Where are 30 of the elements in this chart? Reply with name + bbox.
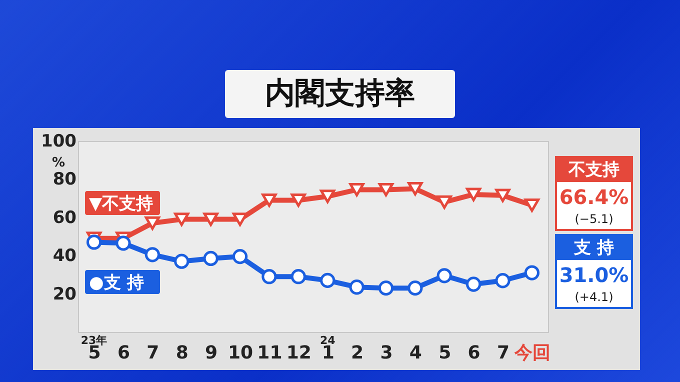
x-tick-label: 6 — [468, 342, 480, 364]
x-tick-label: 11 — [257, 342, 282, 364]
text: 支 持 — [573, 238, 614, 258]
x-tick-label: 4 — [409, 342, 422, 364]
x-tick-label: 2 — [351, 342, 364, 364]
text: 不支持 — [568, 160, 620, 180]
y-tick-label: 60 — [52, 208, 77, 228]
text: (+4.1) — [574, 290, 614, 304]
y-tick-label: 80 — [52, 170, 77, 190]
x-tick-label: 7 — [146, 342, 160, 364]
y-tick-label: 100 — [41, 132, 77, 152]
x-tick-label: 9 — [205, 342, 218, 364]
x-tick-label: 12 — [286, 342, 312, 364]
chart-title: 内閣支持率 — [225, 70, 455, 118]
x-tick-label: 8 — [176, 342, 188, 364]
x-tick-label: 3 — [380, 342, 393, 364]
x-tick-label: 6 — [117, 342, 130, 364]
x-tick-label: 10 — [228, 342, 254, 364]
x-tick-label: 7 — [496, 342, 510, 364]
text: (−5.1) — [574, 212, 614, 226]
series-label: ▼不支持 — [89, 194, 154, 214]
text: 31.0% — [559, 263, 629, 287]
y-axis-title: % — [52, 156, 66, 170]
x-tick-label: 5 — [438, 342, 452, 364]
text: 66.4% — [559, 185, 629, 209]
x-tick-label: 1 — [322, 342, 334, 364]
x-tick-label: 今回 — [513, 342, 550, 364]
y-tick-label: 20 — [52, 284, 77, 304]
series-label: ●支 持 — [89, 273, 144, 293]
y-tick-label: 40 — [52, 246, 77, 266]
